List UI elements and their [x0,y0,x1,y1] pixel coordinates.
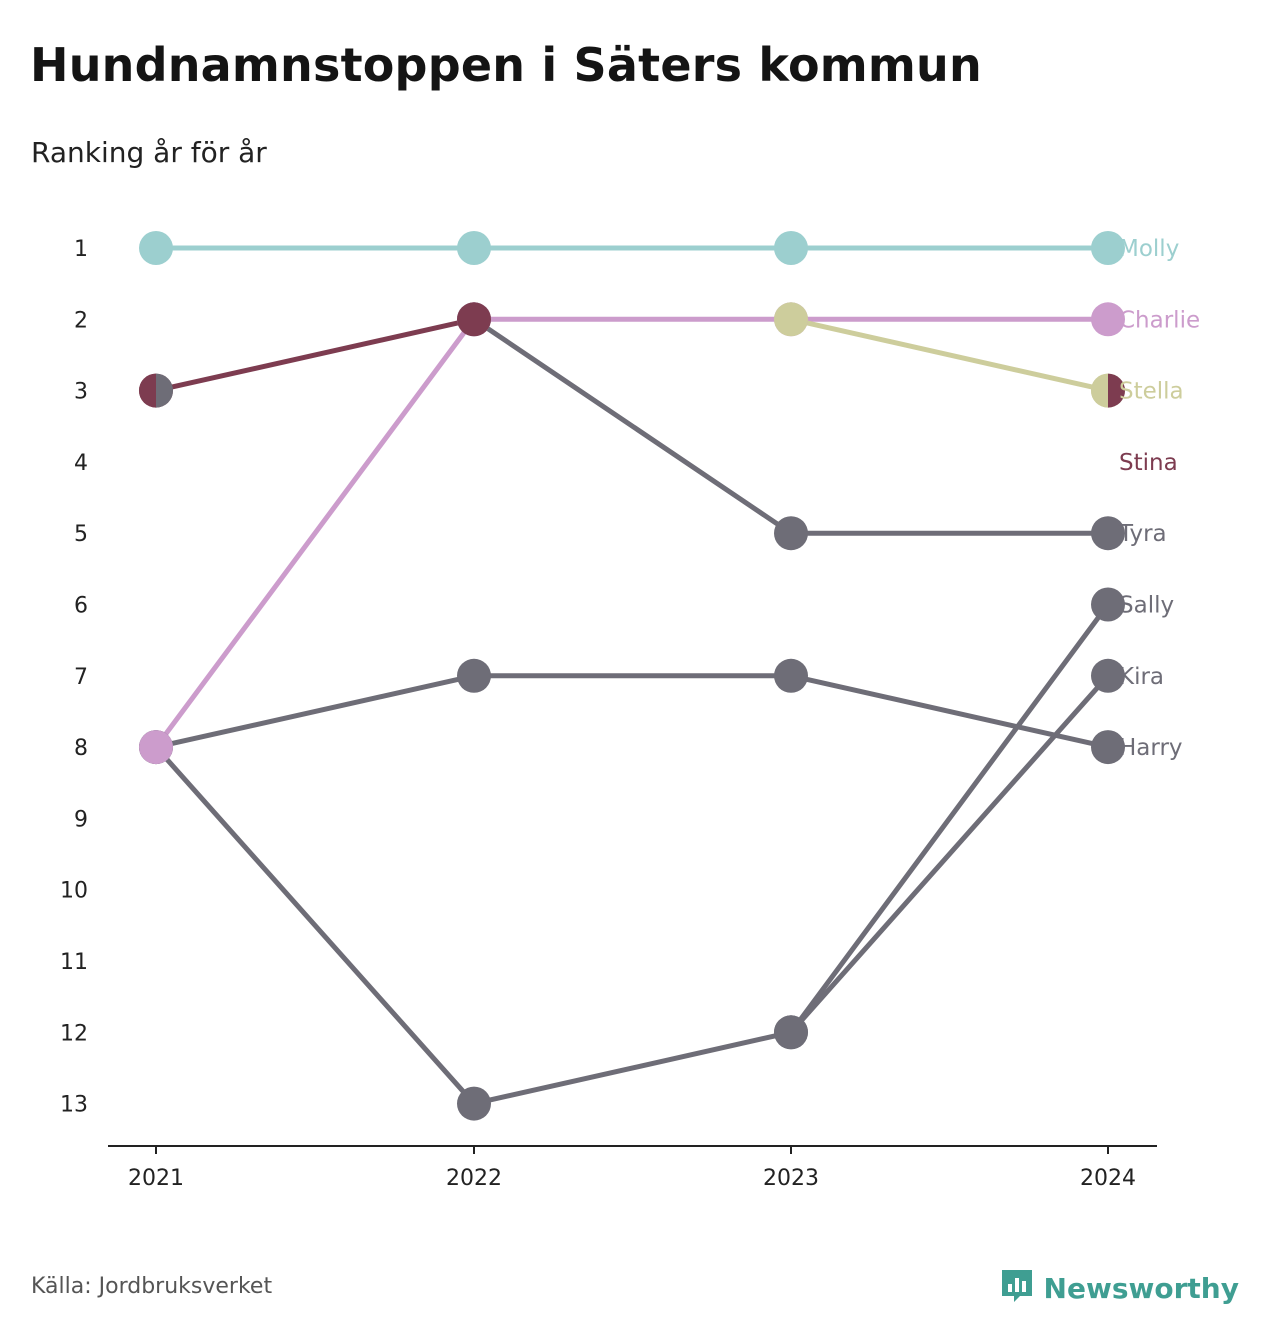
end-labels: Molly Charlie Stella Stina Tyra Sally Kira Harr… [1118,236,1200,761]
chart-title: Hundnamnstoppen i Säters kommun [30,38,982,92]
series-lines [153,245,1111,1107]
split-point-right [156,373,173,408]
y-tick-label: 6 [74,594,88,619]
point-charlie [139,730,173,765]
series-points [139,231,1125,1121]
point-kira [1091,658,1125,693]
brand-logo: Newsworthy [1000,1268,1239,1308]
end-label-stina: Stina [1119,450,1178,476]
series-line-stella [788,316,1111,394]
brand-name: Newsworthy [1043,1271,1239,1305]
point-harry [457,658,491,693]
x-tick-label: 2021 [128,1166,184,1191]
end-label-molly: Molly [1119,236,1179,262]
point-harry [774,658,808,693]
series-line-harry [788,673,1111,750]
point-charlie [1091,302,1125,337]
series-line-charlie [153,316,477,750]
y-tick-label: 9 [74,807,88,832]
x-tick-label: 2024 [1080,1166,1136,1191]
y-tick-label: 2 [74,308,88,333]
point-molly [774,231,808,265]
series-line-sally [471,1029,794,1107]
end-label-sally: Sally [1119,593,1174,619]
y-tick-label: 4 [74,451,88,476]
y-tick-label: 3 [74,380,88,405]
series-line-tyra [471,316,794,536]
point-sally [457,1086,491,1121]
end-label-stella: Stella [1119,379,1184,405]
end-label-kira: Kira [1119,664,1164,690]
point-tyra [774,516,808,551]
end-label-charlie: Charlie [1119,307,1200,333]
x-tick-label: 2022 [446,1166,502,1191]
series-line-kira [788,673,1111,1035]
newsworthy-logo-icon [1000,1268,1034,1308]
source-note: Källa: Jordbruksverket [31,1274,273,1299]
point-tyra [1091,516,1125,551]
y-tick-label: 5 [74,522,88,547]
point-stina [457,302,491,337]
x-axis: 2021 2022 2023 2024 [108,1145,1157,1191]
y-tick-label: 12 [60,1021,88,1046]
x-tick-label: 2023 [763,1166,819,1191]
y-tick-label: 10 [60,879,88,904]
point-molly [1091,231,1125,265]
y-tick-label: 7 [74,665,88,690]
y-tick-label: 1 [74,237,88,262]
point-sally [1091,587,1125,622]
point-molly [139,231,173,265]
y-tick-label: 11 [60,950,88,975]
point-molly [457,231,491,265]
end-label-harry: Harry [1119,735,1183,761]
series-line-stina [153,316,477,394]
point-kira [774,1015,808,1050]
series-line-sally [153,744,477,1107]
y-tick-label: 8 [74,736,88,761]
series-line-sally [788,602,1111,1035]
split-point-left [1091,373,1108,408]
y-tick-label: 13 [60,1093,88,1118]
series-line-harry [153,673,477,750]
point-stella [774,302,808,337]
split-point-right [1108,373,1125,408]
end-label-tyra: Tyra [1118,521,1167,547]
point-harry [1091,730,1125,765]
chart-subtitle: Ranking år för år [31,136,267,169]
split-point-left [139,373,156,408]
